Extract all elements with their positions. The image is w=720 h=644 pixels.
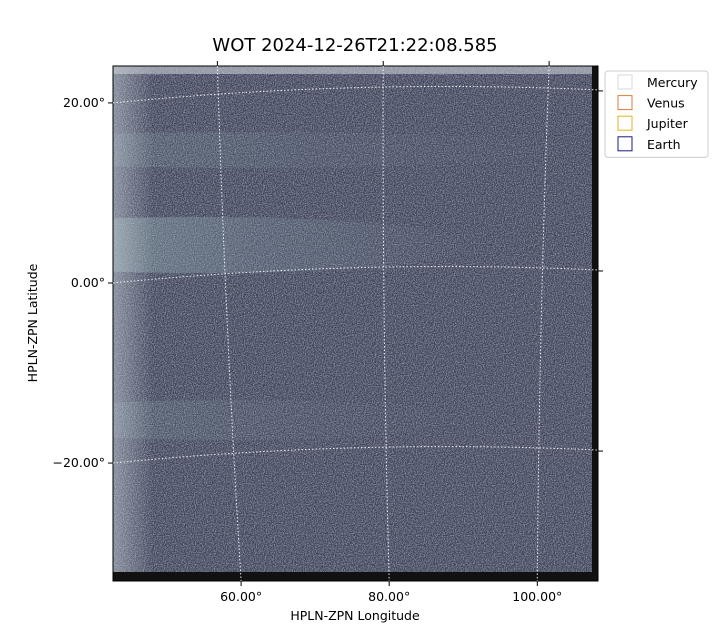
- legend-swatch: [617, 115, 633, 131]
- chart-title: WOT 2024-12-26T21:22:08.585: [212, 35, 497, 56]
- legend-swatch: [617, 74, 633, 90]
- legend-label: Earth: [647, 137, 681, 152]
- legend-label: Jupiter: [646, 116, 689, 131]
- y-tick-label: −20.00°: [52, 455, 105, 470]
- grid-line: [216, 65, 242, 582]
- legend-box: [604, 70, 709, 158]
- grid-line: [112, 266, 599, 284]
- axes-frame: [112, 65, 599, 582]
- x-tick-label: 100.00°: [512, 589, 562, 604]
- grid-line: [112, 446, 599, 464]
- y-tick-label: 0.00°: [71, 275, 105, 290]
- grid-line: [382, 65, 390, 582]
- legend-label: Mercury: [647, 75, 698, 90]
- legend-swatch: [617, 136, 633, 152]
- image: [113, 66, 598, 581]
- y-tick-label: 20.00°: [63, 95, 105, 110]
- grid-line: [536, 65, 550, 582]
- legend-swatch: [617, 95, 633, 111]
- x-tick-label: 60.00°: [220, 589, 262, 604]
- legend-label: Venus: [647, 96, 685, 111]
- y-axis-label: HPLN-ZPN Latitude: [25, 263, 40, 382]
- x-axis-label: HPLN-ZPN Longitude: [290, 608, 420, 623]
- x-tick-label: 80.00°: [368, 589, 410, 604]
- grid-line: [112, 85, 599, 104]
